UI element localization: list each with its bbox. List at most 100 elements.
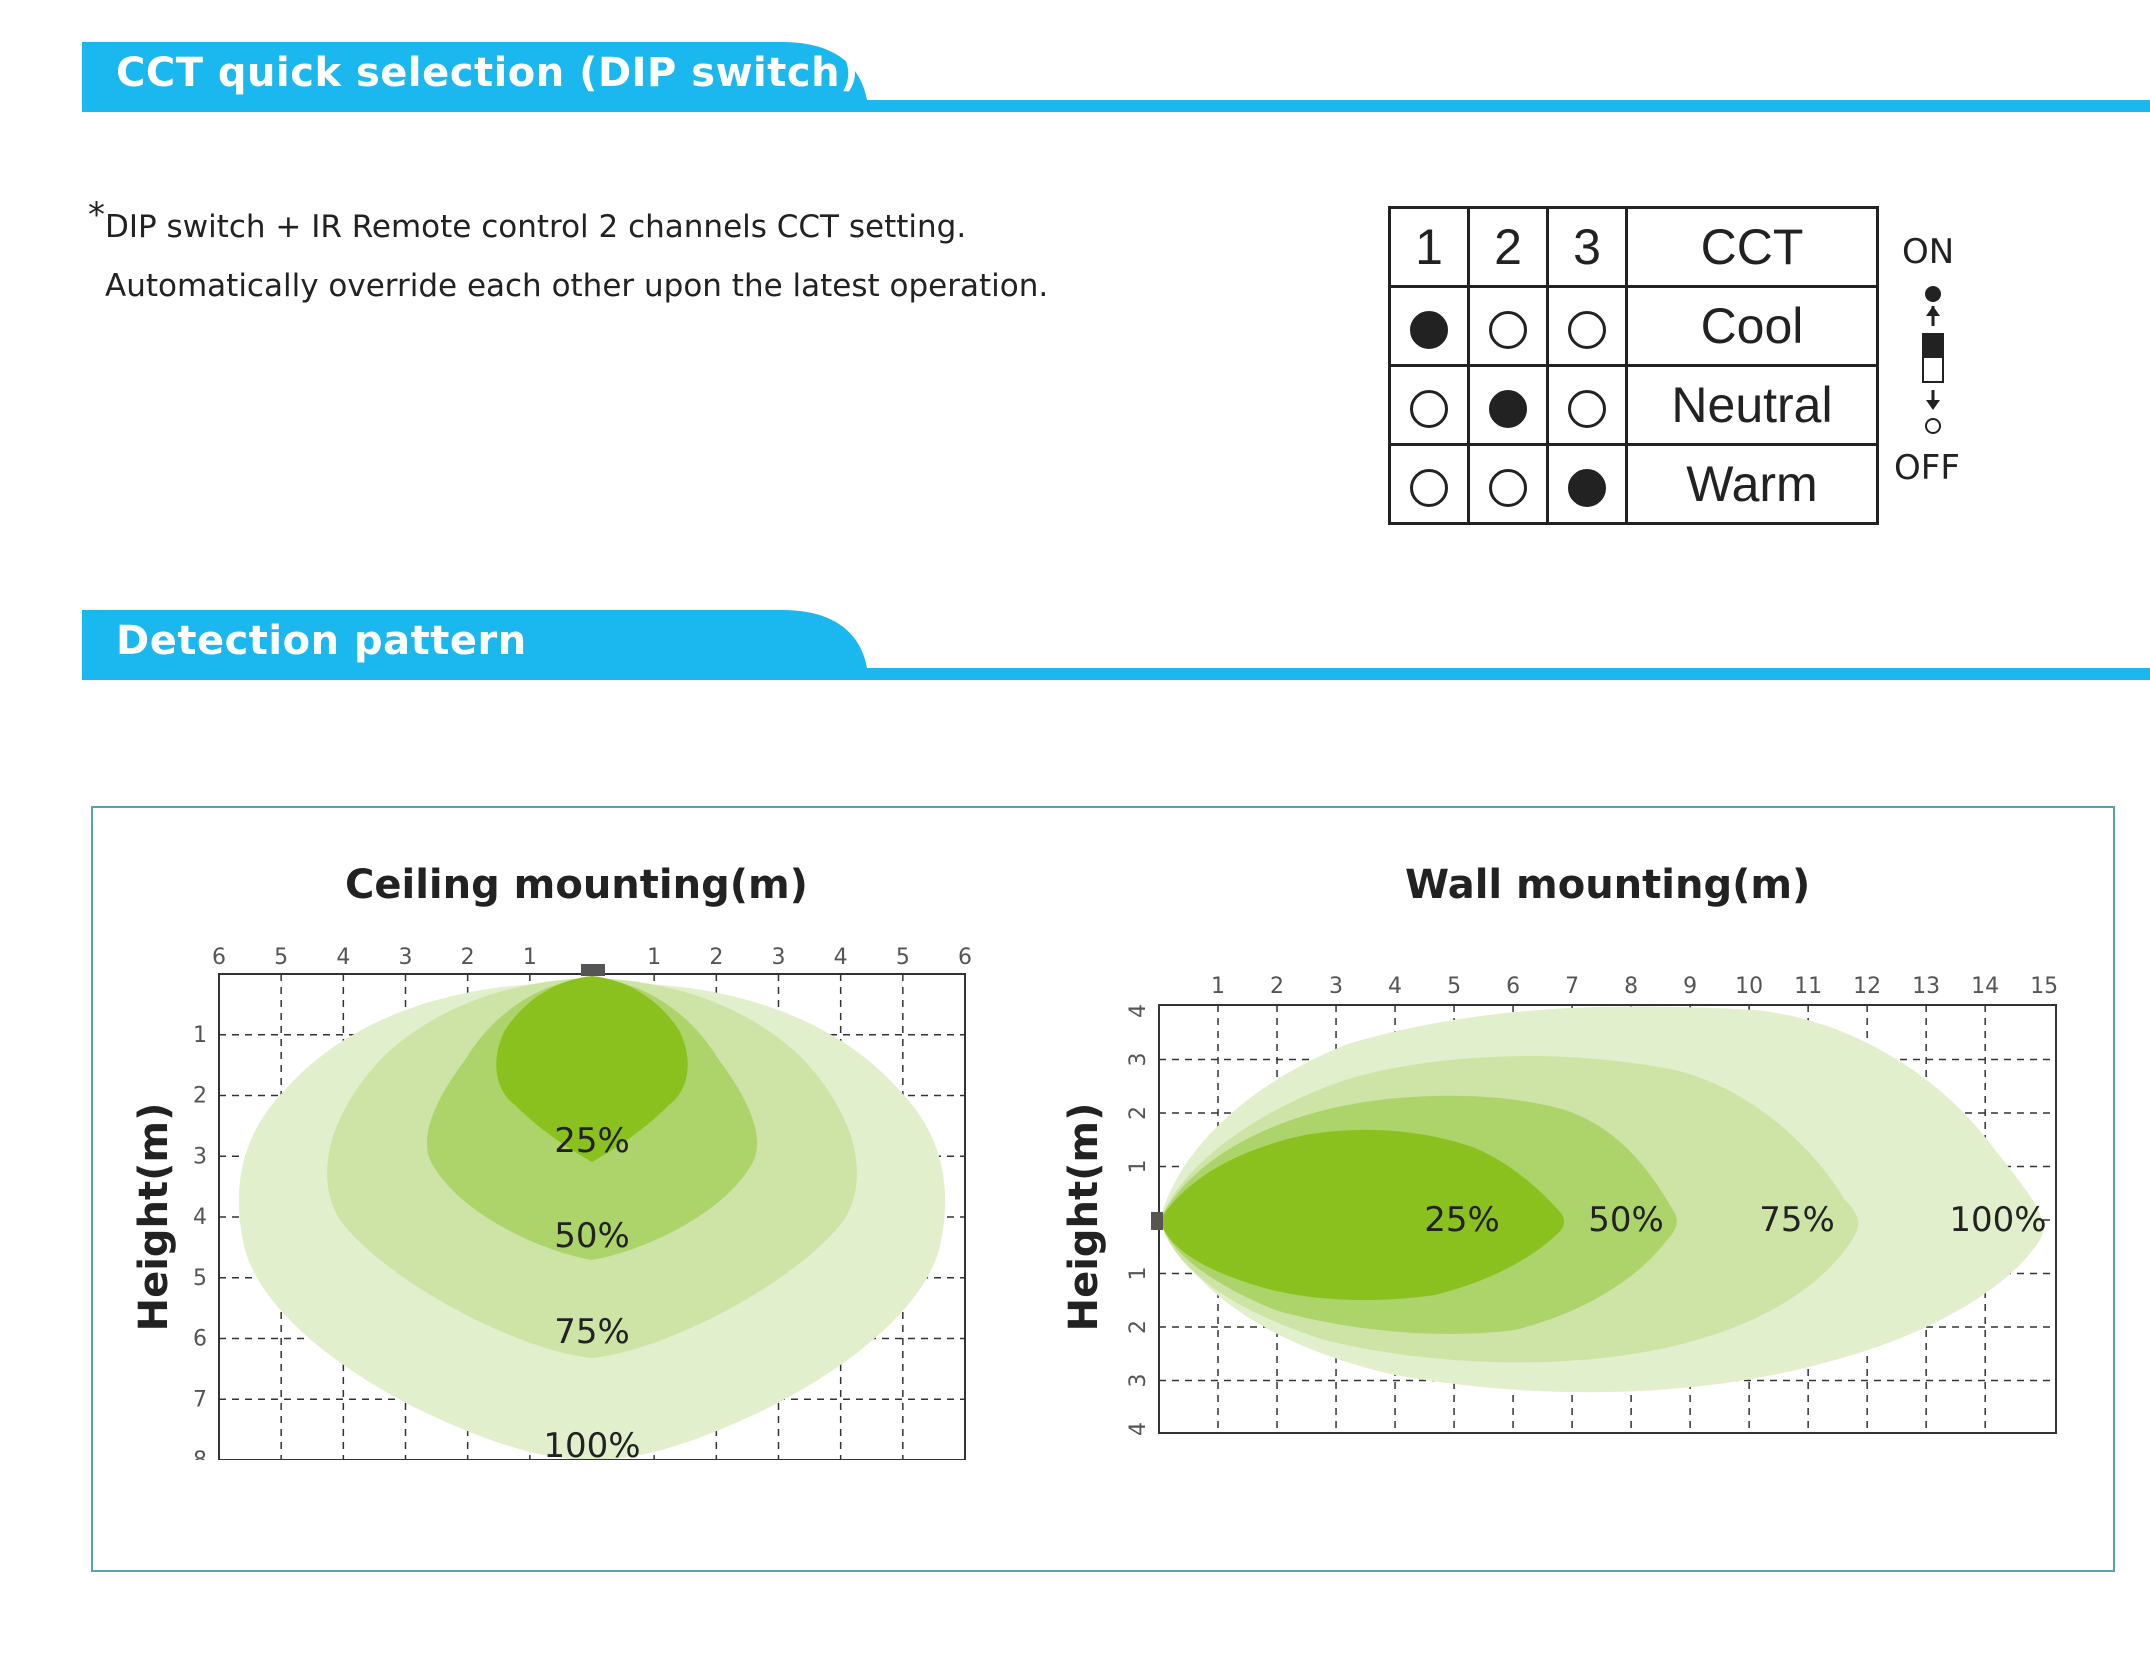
cct-value: Neutral xyxy=(1625,364,1879,446)
x-tick-label: 15 xyxy=(2030,974,2058,999)
table-header-row: 1 2 3 CCT xyxy=(1388,206,1879,288)
section-header-detection: Detection pattern xyxy=(82,610,2150,682)
section-title: Detection pattern xyxy=(116,618,527,664)
x-axis-ticks: 1 2 3 4 5 6 7 8 9 10 11 12 13 14 15 xyxy=(1211,974,2058,999)
ceiling-detection-diagram: 6 5 4 3 2 1 1 2 3 4 5 6 1 2 3 4 5 6 7 8 100% 75% 50% 25% H… xyxy=(131,945,972,1460)
x-tick-label: 6 xyxy=(212,945,226,970)
x-tick-label: 4 xyxy=(1388,974,1402,999)
wall-y-axis-label: Height(m) xyxy=(1061,1103,1107,1332)
zone-label-75: 75% xyxy=(1759,1200,1835,1240)
switch-state-dot xyxy=(1489,389,1527,428)
cct-value: Cool xyxy=(1625,285,1879,367)
zone-25-shape xyxy=(1160,1129,1565,1301)
detection-pattern-frame xyxy=(91,806,2115,1572)
y-tick-label: 1 xyxy=(1126,1160,1151,1174)
switch-state-dot xyxy=(1489,310,1527,349)
x-tick-label: 3 xyxy=(399,945,413,970)
switch-state-dot xyxy=(1489,468,1527,507)
zone-label-50: 50% xyxy=(1588,1200,1664,1240)
y-tick-label: 2 xyxy=(1126,1106,1151,1120)
y-tick-label: 2 xyxy=(1126,1320,1151,1334)
y-tick-label: 3 xyxy=(1126,1053,1151,1067)
y-tick-label: 4 xyxy=(193,1205,207,1230)
switch-state-dot xyxy=(1568,310,1606,349)
switch-legend-icon xyxy=(1922,286,1944,434)
x-tick-label: 1 xyxy=(647,945,661,970)
zone-label-25: 25% xyxy=(1424,1200,1500,1240)
table-row: Neutral xyxy=(1388,364,1879,446)
zone-label-25: 25% xyxy=(554,1121,630,1161)
y-tick-label: 5 xyxy=(193,1266,207,1291)
x-tick-label: 5 xyxy=(1447,974,1461,999)
table-row: Warm xyxy=(1388,443,1879,525)
y-tick-label: 2 xyxy=(193,1084,207,1109)
x-tick-label: 4 xyxy=(834,945,848,970)
switch-state-dot xyxy=(1410,468,1448,507)
zone-label-100: 100% xyxy=(543,1426,640,1460)
section-header-shape xyxy=(82,42,2150,112)
switch-state-dot xyxy=(1568,389,1606,428)
cct-value: Warm xyxy=(1625,443,1879,525)
x-tick-label: 8 xyxy=(1624,974,1638,999)
zone-label-75: 75% xyxy=(554,1312,630,1352)
x-tick-label: 1 xyxy=(1211,974,1225,999)
x-tick-label: 4 xyxy=(336,945,350,970)
zone-label-100: 100% xyxy=(1949,1200,2046,1240)
y-tick-label: 1 xyxy=(1126,1267,1151,1281)
zone-label-50: 50% xyxy=(554,1216,630,1256)
x-tick-label: 3 xyxy=(772,945,786,970)
switch-off-label: OFF xyxy=(1894,448,1960,488)
x-tick-label: 14 xyxy=(1971,974,1999,999)
table-row: Cool xyxy=(1388,285,1879,367)
x-tick-label: 6 xyxy=(1506,974,1520,999)
header-switch-2: 2 xyxy=(1467,206,1549,288)
sensor-marker xyxy=(581,964,605,976)
y-tick-label: 3 xyxy=(1126,1374,1151,1388)
ceiling-y-axis-label: Height(m) xyxy=(131,1103,177,1332)
switch-on-label: ON xyxy=(1902,232,1955,272)
ceiling-chart-title: Ceiling mounting(m) xyxy=(345,862,808,908)
x-tick-label: 2 xyxy=(1270,974,1284,999)
section-header-shape xyxy=(82,610,2150,680)
header-switch-3: 3 xyxy=(1546,206,1628,288)
note: * DIP switch + IR Remote control 2 chann… xyxy=(88,195,1049,316)
x-axis-ticks: 6 5 4 3 2 1 1 2 3 4 5 6 xyxy=(212,945,972,970)
x-tick-label: 2 xyxy=(461,945,475,970)
y-tick-label: 4 xyxy=(1126,1422,1151,1436)
y-axis-ticks: 4 3 2 1 1 2 3 4 xyxy=(1126,1004,1151,1436)
x-tick-label: 5 xyxy=(896,945,910,970)
header-cct: CCT xyxy=(1625,206,1879,288)
x-tick-label: 9 xyxy=(1683,974,1697,999)
x-tick-label: 7 xyxy=(1565,974,1579,999)
note-line-1: DIP switch + IR Remote control 2 channel… xyxy=(105,209,967,245)
y-axis-ticks: 1 2 3 4 5 6 7 8 xyxy=(193,1023,207,1460)
switch-state-dot xyxy=(1410,389,1448,428)
switch-state-dot xyxy=(1568,468,1606,507)
section-header-cct: CCT quick selection (DIP switch) xyxy=(82,42,2150,114)
y-tick-label: 3 xyxy=(193,1144,207,1169)
asterisk: * xyxy=(88,195,105,235)
x-tick-label: 12 xyxy=(1853,974,1881,999)
zone-25-shape xyxy=(496,976,688,1162)
y-tick-label: 8 xyxy=(193,1448,207,1460)
y-tick-label: 1 xyxy=(193,1023,207,1048)
x-tick-label: 13 xyxy=(1912,974,1940,999)
x-tick-label: 10 xyxy=(1735,974,1763,999)
x-tick-label: 3 xyxy=(1329,974,1343,999)
x-tick-label: 5 xyxy=(274,945,288,970)
section-title: CCT quick selection (DIP switch) xyxy=(116,50,859,96)
sensor-marker xyxy=(1151,1212,1163,1230)
header-switch-1: 1 xyxy=(1388,206,1470,288)
x-tick-label: 6 xyxy=(958,945,972,970)
switch-state-dot xyxy=(1410,310,1448,349)
note-line-2: Automatically override each other upon t… xyxy=(105,268,1049,304)
y-tick-label: 7 xyxy=(193,1387,207,1412)
y-tick-label: 4 xyxy=(1126,1004,1151,1018)
y-tick-label: 6 xyxy=(193,1327,207,1352)
x-tick-label: 1 xyxy=(523,945,537,970)
x-tick-label: 2 xyxy=(709,945,723,970)
dip-switch-table: 1 2 3 CCT Cool Neutral Warm xyxy=(1388,206,1879,525)
wall-chart-title: Wall mounting(m) xyxy=(1405,862,1811,908)
x-tick-label: 11 xyxy=(1794,974,1822,999)
